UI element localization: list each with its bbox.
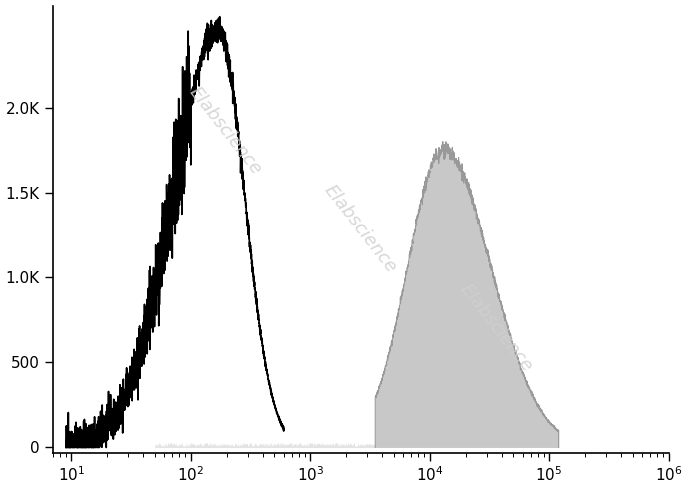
Text: Elabscience: Elabscience [456, 280, 536, 375]
Text: Elabscience: Elabscience [185, 83, 265, 178]
Text: Elabscience: Elabscience [321, 182, 400, 276]
